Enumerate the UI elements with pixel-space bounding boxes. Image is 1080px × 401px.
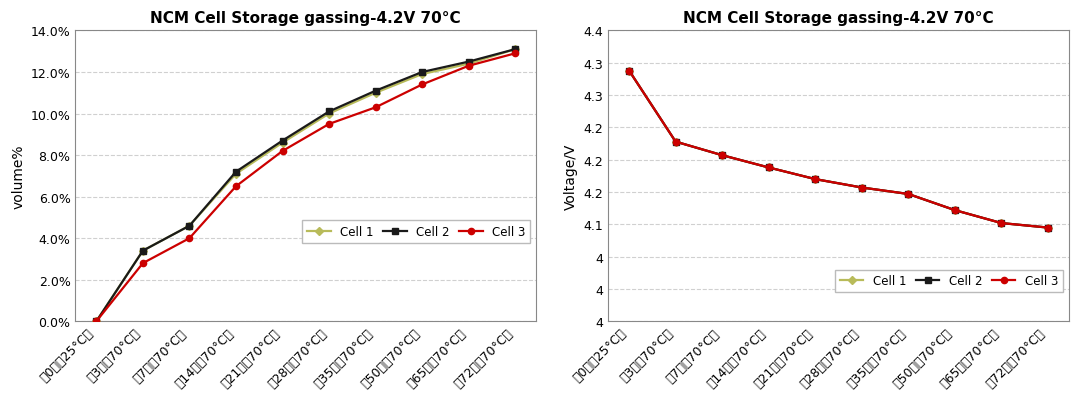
Cell 3 [716,154,729,158]
Cell 3 [670,140,683,145]
Cell 1 [855,186,868,190]
Cell 1 [622,69,635,74]
Cell 3 [855,186,868,190]
Cell 1 [276,141,289,146]
Cell 3 [90,319,103,324]
Cell 2 [995,221,1008,226]
Cell 2 [90,319,103,324]
Cell 3 [229,184,242,189]
Legend: Cell 1, Cell 2, Cell 3: Cell 1, Cell 2, Cell 3 [835,270,1063,292]
Cell 2 [136,249,149,253]
Legend: Cell 1, Cell 2, Cell 3: Cell 1, Cell 2, Cell 3 [302,221,530,243]
Line: Cell 2: Cell 2 [626,68,1051,231]
Line: Cell 1: Cell 1 [626,68,1051,231]
Cell 1 [809,177,822,182]
Cell 2 [369,89,382,94]
Cell 2 [462,60,475,65]
Cell 1 [323,112,336,117]
Cell 3 [462,64,475,69]
Cell 1 [462,62,475,67]
Cell 2 [948,208,961,213]
Cell 2 [229,170,242,175]
Cell 3 [509,52,522,57]
Cell 3 [1041,226,1054,231]
Cell 2 [276,139,289,144]
Cell 2 [716,154,729,158]
Cell 1 [229,172,242,177]
Cell 2 [1041,226,1054,231]
Cell 1 [995,221,1008,226]
Cell 3 [762,166,775,170]
Cell 1 [1041,226,1054,231]
Cell 2 [670,140,683,145]
Cell 1 [136,249,149,253]
Title: NCM Cell Storage gassing-4.2V 70°C: NCM Cell Storage gassing-4.2V 70°C [150,11,461,26]
Cell 1 [902,192,915,197]
Y-axis label: Voltage/V: Voltage/V [564,143,578,210]
Cell 3 [136,261,149,266]
Line: Cell 3: Cell 3 [93,51,518,325]
Cell 2 [902,192,915,197]
Cell 2 [183,224,195,229]
Cell 3 [809,177,822,182]
Cell 3 [323,122,336,127]
Cell 2 [416,71,429,75]
Cell 1 [716,154,729,158]
Line: Cell 2: Cell 2 [93,47,518,325]
Cell 1 [369,91,382,96]
Cell 1 [183,224,195,229]
Y-axis label: volume%: volume% [11,144,25,209]
Cell 3 [183,236,195,241]
Cell 3 [416,83,429,88]
Cell 3 [902,192,915,197]
Cell 2 [809,177,822,182]
Cell 3 [369,105,382,110]
Cell 2 [762,166,775,170]
Cell 2 [509,48,522,53]
Cell 2 [622,69,635,74]
Cell 1 [416,73,429,77]
Cell 1 [762,166,775,170]
Cell 1 [670,140,683,145]
Cell 3 [948,208,961,213]
Line: Cell 3: Cell 3 [626,68,1051,231]
Cell 1 [509,48,522,53]
Line: Cell 1: Cell 1 [93,47,518,325]
Cell 3 [995,221,1008,226]
Cell 2 [855,186,868,190]
Cell 3 [276,149,289,154]
Title: NCM Cell Storage gassing-4.2V 70°C: NCM Cell Storage gassing-4.2V 70°C [684,11,994,26]
Cell 2 [323,110,336,115]
Cell 1 [90,319,103,324]
Cell 1 [948,208,961,213]
Cell 3 [622,69,635,74]
